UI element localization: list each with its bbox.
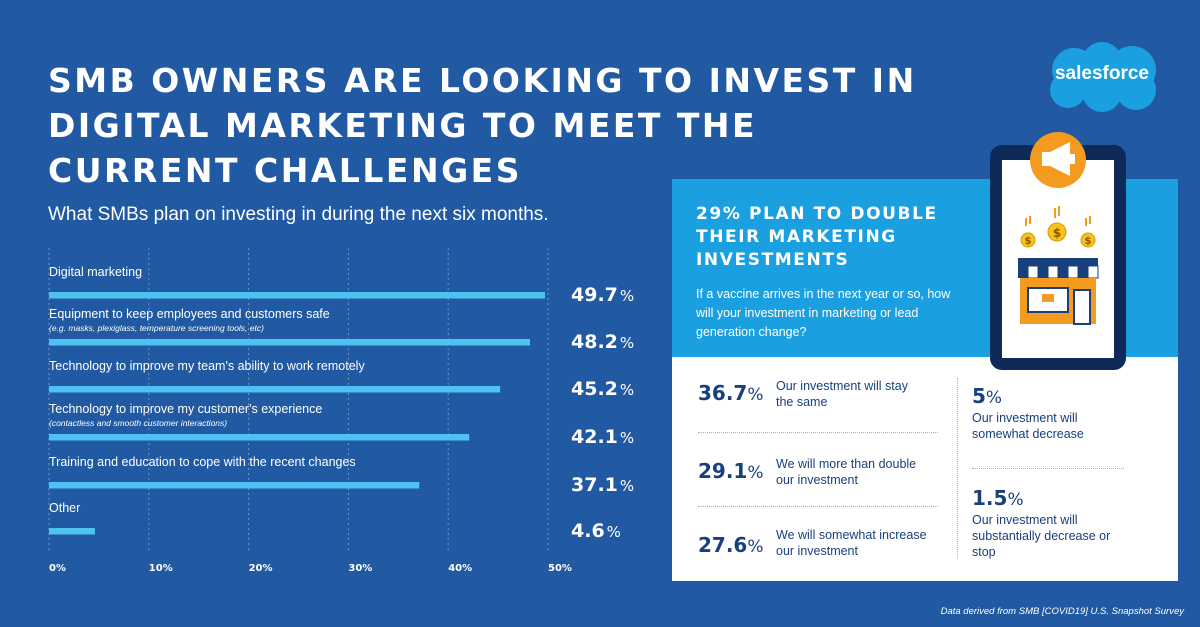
source-note: Data derived from SMB [COVID19] U.S. Sna… [940,606,1184,617]
bar [49,386,501,393]
infobox-body [672,357,1178,581]
value-label: 42.1 [571,426,618,448]
stat-label: Our investment will somewhat decrease [972,411,1084,441]
category-note: (e.g. masks, plexiglass, temperature scr… [49,323,264,333]
divider [972,468,1124,469]
title-line-2: DIGITAL MARKETING TO MEET THE [48,106,758,145]
svg-text:$: $ [1053,226,1061,240]
infobox-title-line-2: THEIR MARKETING [696,227,897,247]
value-unit: % [620,334,634,352]
divider [698,432,938,433]
salesforce-cloud-icon [1050,42,1156,112]
infobox-title-line-3: INVESTMENTS [696,250,850,270]
stat-label: We will more than double our investment [776,457,917,487]
value-label: 48.2 [571,331,618,353]
category-label: Other [49,501,80,515]
category-label: Training and education to cope with the … [49,455,356,469]
category-label: Technology to improve my customer's expe… [49,402,322,416]
stat-value: 29.1% [698,459,764,483]
category-note: (contactless and smooth customer interac… [49,418,227,428]
bar [49,528,95,535]
storefront-icon: $ $ $ [1018,132,1099,325]
value-unit: % [620,381,634,399]
x-tick-label: 20% [249,563,273,574]
value-unit: % [620,287,634,305]
infobox-question: If a vaccine arrives in the next year or… [696,287,951,339]
category-label: Digital marketing [49,265,142,279]
value-label: 37.1 [571,474,618,496]
infobox-title: 29% PLAN TO DOUBLE THEIR MARKETING INVES… [696,203,976,272]
stat-label: Our investment will stay the same [776,379,908,409]
stat-value: 36.7% [698,381,764,405]
stat-value: 27.6% [698,533,764,557]
value-label: 49.7 [571,284,618,306]
x-tick-label: 40% [448,563,472,574]
value-unit: % [607,523,621,541]
bar-chart: 0% 10% 20% 30% 40% 50% Digital marketing 49.7 % E… [48,248,634,574]
bar [49,434,470,441]
svg-text:$: $ [1085,236,1092,247]
value-label: 45.2 [571,378,618,400]
value-unit: % [620,429,634,447]
x-tick-label: 50% [548,563,572,574]
page-title: SMB OWNERS ARE LOOKING TO INVEST IN DIGI… [48,58,917,193]
category-label: Technology to improve my team's ability … [49,359,365,373]
title-line-3: CURRENT CHALLENGES [48,151,522,190]
x-tick-label: 30% [348,563,372,574]
x-tick-label: 10% [149,563,173,574]
column-divider [957,378,958,558]
stat-label: Our investment will substantially decrea… [972,513,1111,559]
stat-label: We will somewhat increase our investment [776,528,927,558]
infobox-title-line-1: 29% PLAN TO DOUBLE [696,204,938,224]
infobox-header [672,179,990,357]
x-tick-label: 0% [49,563,66,574]
chart-subtitle: What SMBs plan on investing in during th… [48,204,549,225]
svg-text:$: $ [1025,236,1032,247]
stat-value: 5% [972,384,1003,408]
bar [49,292,546,299]
divider [698,506,938,507]
title-line-1: SMB OWNERS ARE LOOKING TO INVEST IN [48,61,917,100]
bar [49,482,420,489]
infobox-header-right [1126,179,1178,357]
bar [49,339,531,346]
stat-value: 1.5% [972,486,1024,510]
value-unit: % [620,477,634,495]
category-label: Equipment to keep employees and customer… [49,307,330,321]
salesforce-logo-text: salesforce [1054,63,1149,84]
value-label: 4.6 [571,520,605,542]
